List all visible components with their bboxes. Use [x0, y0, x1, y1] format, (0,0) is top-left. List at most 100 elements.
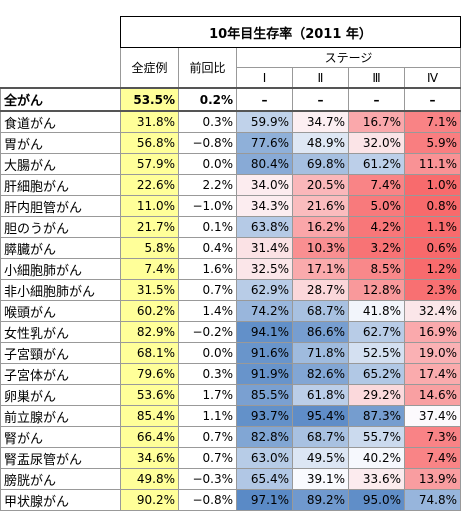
- change: 1.6%: [178, 258, 237, 280]
- blank: [1, 48, 121, 89]
- cancer-name: 女性乳がん: [0, 321, 121, 343]
- cancer-name: 全がん: [0, 87, 121, 112]
- stage-rate: 7.3%: [403, 426, 461, 448]
- stage-rate: 12.8%: [348, 279, 405, 301]
- cancer-row: 非小細胞肺がん 31.5% 0.7% 62.9% 28.7% 12.8% 2.3%: [0, 279, 461, 301]
- stage-rate: 13.9%: [403, 468, 461, 490]
- column-header: 全症例: [120, 47, 179, 89]
- stage-rate: 95.0%: [348, 489, 405, 511]
- stage-rate: 77.6%: [236, 132, 293, 154]
- cancer-row: 胆のうがん 21.7% 0.1% 63.8% 16.2% 4.2% 1.1%: [0, 216, 461, 238]
- stage-rate: 16.9%: [403, 321, 461, 343]
- stage-rate: 32.4%: [403, 300, 461, 322]
- stage-rate: 65.2%: [348, 363, 405, 385]
- stage-rate: –: [292, 87, 349, 112]
- cancer-name: 胃がん: [0, 132, 121, 154]
- cancer-row: 卵巣がん 53.6% 1.7% 85.5% 61.8% 29.2% 14.6%: [0, 384, 461, 406]
- all-cases: 53.5%: [120, 87, 179, 112]
- stage-rate: –: [403, 87, 461, 112]
- stage-rate: 86.6%: [292, 321, 349, 343]
- cancer-name: 甲状腺がん: [0, 489, 121, 511]
- cancer-name: 小細胞肺がん: [0, 258, 121, 280]
- stage-rate: 63.0%: [236, 447, 293, 469]
- stage-rate: 29.2%: [348, 384, 405, 406]
- stage-rate: 5.0%: [348, 195, 405, 217]
- change: 1.1%: [178, 405, 237, 427]
- stage-rate: 14.6%: [403, 384, 461, 406]
- stage-rate: 1.0%: [403, 174, 461, 196]
- stage-rate: 39.1%: [292, 468, 349, 490]
- cancer-name: 肝細胞がん: [0, 174, 121, 196]
- stage-rate: 69.8%: [292, 153, 349, 175]
- change: 0.7%: [178, 426, 237, 448]
- stage-rate: 80.4%: [236, 153, 293, 175]
- all-cases: 68.1%: [120, 342, 179, 364]
- cancer-row: 甲状腺がん 90.2% −0.8% 97.1% 89.2% 95.0% 74.8%: [0, 489, 461, 511]
- total-row: 全がん 53.5% 0.2% – – – –: [0, 87, 461, 112]
- cancer-row: 小細胞肺がん 7.4% 1.6% 32.5% 17.1% 8.5% 1.2%: [0, 258, 461, 280]
- stage-rate: 65.4%: [236, 468, 293, 490]
- stage-rate: 41.8%: [348, 300, 405, 322]
- all-cases: 82.9%: [120, 321, 179, 343]
- stage-rate: 68.7%: [292, 426, 349, 448]
- change: −0.3%: [178, 468, 237, 490]
- stage-rate: 4.2%: [348, 216, 405, 238]
- cancer-row: 膀胱がん 49.8% −0.3% 65.4% 39.1% 33.6% 13.9%: [0, 468, 461, 490]
- cancer-row: 膵臓がん 5.8% 0.4% 31.4% 10.3% 3.2% 0.6%: [0, 237, 461, 259]
- stage-header: ステージ: [235, 47, 461, 68]
- all-cases: 31.8%: [120, 110, 179, 133]
- header-row: 全症例 前回比 ステージ: [1, 47, 461, 89]
- stage-rate: 3.2%: [348, 237, 405, 259]
- change: 0.0%: [178, 342, 237, 364]
- cancer-name: 大腸がん: [0, 153, 121, 175]
- stage-rate: 16.7%: [348, 110, 405, 133]
- stage-rate: 34.0%: [236, 174, 293, 196]
- stage-row: Ⅰ Ⅱ Ⅲ Ⅳ: [1, 67, 461, 89]
- stage-rate: 82.8%: [236, 426, 293, 448]
- stage-rate: 16.2%: [292, 216, 349, 238]
- change: 0.0%: [178, 153, 237, 175]
- change: 1.7%: [178, 384, 237, 406]
- all-cases: 11.0%: [120, 195, 179, 217]
- change: −0.8%: [178, 489, 237, 511]
- stage-rate: –: [236, 87, 293, 112]
- title-row: 10年目生存率（2011 年）: [1, 16, 461, 48]
- stage-rate: 68.7%: [292, 300, 349, 322]
- stage-rate: 95.4%: [292, 405, 349, 427]
- stage-rate: 34.7%: [292, 110, 349, 133]
- cancer-name: 子宮頸がん: [0, 342, 121, 364]
- stage-rate: 2.3%: [403, 279, 461, 301]
- change: 0.4%: [178, 237, 237, 259]
- cancer-name: 胆のうがん: [0, 216, 121, 238]
- stage-rate: 0.6%: [403, 237, 461, 259]
- stage-rate: 61.2%: [348, 153, 405, 175]
- stage-rate: 71.8%: [292, 342, 349, 364]
- cancer-row: 子宮頸がん 68.1% 0.0% 91.6% 71.8% 52.5% 19.0%: [0, 342, 461, 364]
- cancer-row: 大腸がん 57.9% 0.0% 80.4% 69.8% 61.2% 11.1%: [0, 153, 461, 175]
- cancer-row: 腎がん 66.4% 0.7% 82.8% 68.7% 55.7% 7.3%: [0, 426, 461, 448]
- stage-rate: 21.6%: [292, 195, 349, 217]
- stage-rate: 10.3%: [292, 237, 349, 259]
- stage-rate: –: [348, 87, 405, 112]
- stage-rate: 93.7%: [236, 405, 293, 427]
- all-cases: 85.4%: [120, 405, 179, 427]
- cancer-name: 膀胱がん: [0, 468, 121, 490]
- stage-rate: 52.5%: [348, 342, 405, 364]
- change: 0.3%: [178, 110, 237, 133]
- stage-rate: 87.3%: [348, 405, 405, 427]
- all-cases: 5.8%: [120, 237, 179, 259]
- stage-rate: 19.0%: [403, 342, 461, 364]
- stage-rate: 0.8%: [403, 195, 461, 217]
- stage-rate: 7.4%: [403, 447, 461, 469]
- stage-rate: 17.4%: [403, 363, 461, 385]
- cancer-name: 子宮体がん: [0, 363, 121, 385]
- stage-rate: 32.5%: [236, 258, 293, 280]
- stage-rate: 62.7%: [348, 321, 405, 343]
- all-cases: 7.4%: [120, 258, 179, 280]
- stage-rate: 91.6%: [236, 342, 293, 364]
- stage-rate: 91.9%: [236, 363, 293, 385]
- all-cases: 60.2%: [120, 300, 179, 322]
- stage-rate: 17.1%: [292, 258, 349, 280]
- change: 0.1%: [178, 216, 237, 238]
- change: −0.2%: [178, 321, 237, 343]
